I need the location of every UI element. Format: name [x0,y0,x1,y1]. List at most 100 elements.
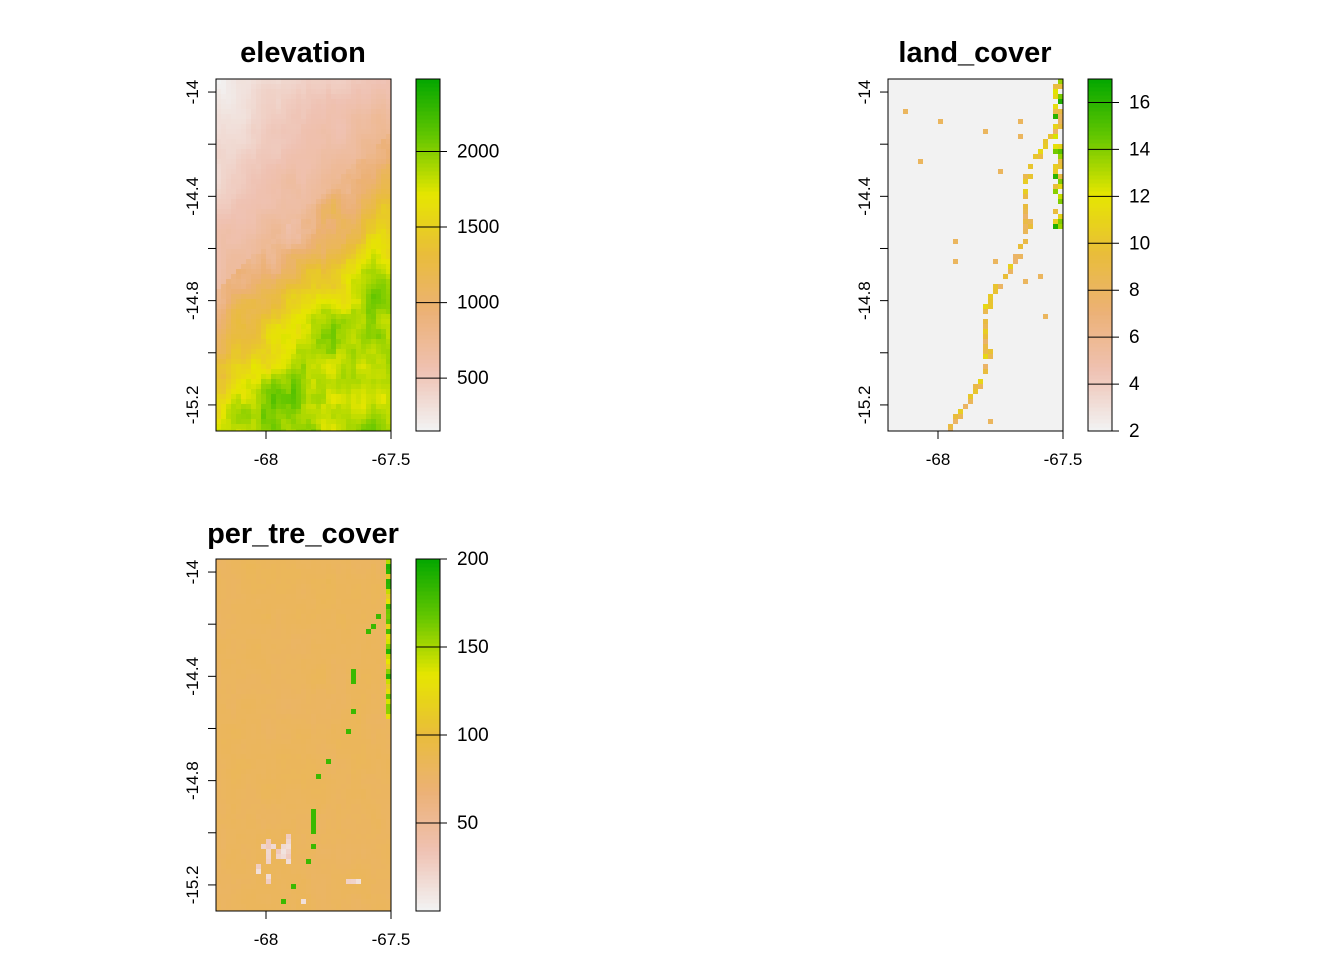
raster-cell [1023,184,1028,189]
raster-cell [963,394,968,399]
raster-cell [316,389,321,394]
raster-cell [371,234,376,239]
raster-cell [331,354,336,359]
raster-cell [231,429,236,431]
raster-cell [958,384,963,389]
legend-swatch [416,187,440,192]
raster-cell [231,99,236,104]
raster-cell [351,349,356,354]
raster-cell [251,199,256,204]
raster-cell [988,334,993,339]
raster-cell [1053,154,1058,159]
raster-cell [1028,374,1033,379]
raster-cell [311,289,316,294]
raster-cell [371,264,376,269]
raster-cell [1043,279,1048,284]
raster-cell [1013,79,1018,84]
raster-cell [256,324,261,329]
raster-cell [346,374,351,379]
raster-cell [271,429,276,431]
raster-cell [1018,374,1023,379]
raster-cell [351,369,356,374]
raster-cell [296,114,301,119]
raster-cell [893,309,898,314]
raster-cell [351,334,356,339]
raster-cell [331,184,336,189]
raster-cell [386,179,391,184]
raster-cell [1048,404,1053,409]
raster-cell [908,369,913,374]
raster-cell [286,409,291,414]
raster-cell [913,164,918,169]
raster-cell [216,114,221,119]
raster-cell [256,184,261,189]
raster-cell [271,229,276,234]
raster-cell [918,369,923,374]
raster-cell [356,359,361,364]
raster-cell [351,204,356,209]
raster-cell [973,194,978,199]
raster-cell [973,129,978,134]
raster-cell [1028,179,1033,184]
raster-cell [306,419,311,424]
raster-cell [933,374,938,379]
raster-cell [893,319,898,324]
raster-cell [1043,264,1048,269]
raster-cell [908,419,913,424]
raster-cell [321,384,326,389]
raster-cell [361,364,366,369]
raster-cell [366,294,371,299]
raster-cell [246,94,251,99]
raster-cell [948,369,953,374]
legend-swatch [416,167,440,172]
raster-cell [1018,224,1023,229]
raster-cell [266,119,271,124]
raster-cell [898,249,903,254]
raster-cell [281,234,286,239]
raster-cell [963,209,968,214]
raster-cell [1053,129,1058,134]
raster-cell [341,184,346,189]
raster-cell [928,364,933,369]
raster-cell [993,139,998,144]
raster-cell [236,229,241,234]
raster-cell [386,149,391,154]
raster-cell [1053,124,1058,129]
raster-cell [988,94,993,99]
raster-cell [943,224,948,229]
raster-cell [256,264,261,269]
raster-cell [321,139,326,144]
raster-cell [938,149,943,154]
raster-cell [381,269,386,274]
raster-cell [928,84,933,89]
raster-cell [341,249,346,254]
raster-cell [1023,84,1028,89]
raster-cell [998,294,1003,299]
raster-cell [326,284,331,289]
raster-cell [341,234,346,239]
raster-cell [928,244,933,249]
raster-cell [1033,299,1038,304]
raster-cell [963,144,968,149]
raster-cell [973,169,978,174]
raster-cell [958,164,963,169]
raster-cell [261,139,266,144]
raster-cell [1033,394,1038,399]
raster-cell [331,364,336,369]
raster-cell [336,169,341,174]
raster-cell [963,259,968,264]
raster-cell [386,249,391,254]
raster-cell [918,124,923,129]
raster-cell [281,104,286,109]
raster-cell [356,409,361,414]
raster-cell [241,129,246,134]
raster-cell [281,114,286,119]
raster-cell [1048,139,1053,144]
raster-cell [371,174,376,179]
raster-cell [381,419,386,424]
raster-cell [1018,339,1023,344]
raster-cell [913,109,918,114]
raster-cell [296,299,301,304]
raster-cell [301,379,306,384]
raster-cell [376,224,381,229]
